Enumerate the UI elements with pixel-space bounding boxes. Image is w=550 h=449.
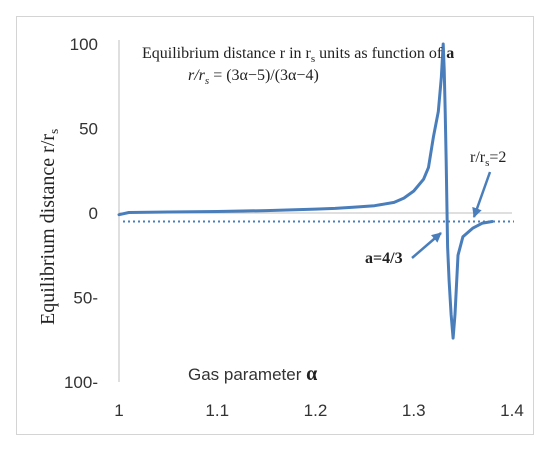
- x-tick-labels: 1 1.1 1.2 1.3 1.4: [114, 401, 524, 420]
- series-line: [117, 42, 494, 340]
- x-tick-label: 1.1: [205, 401, 229, 420]
- chart-title-line1: Equilibrium distance r in rs units as fu…: [142, 45, 454, 65]
- annotation-r-rs-2: r/rs=2: [470, 149, 506, 169]
- annotation-arrow-r-rs-2: [472, 171, 492, 218]
- x-tick-label: 1.4: [500, 401, 524, 420]
- y-tick-label: 50: [79, 120, 98, 139]
- chart-title-line2: r/rs = (3α−5)/(3α−4): [188, 67, 319, 87]
- x-tick-label: 1.2: [304, 401, 328, 420]
- annotation-arrow-a-4-3: [411, 232, 442, 259]
- x-tick-label: 1: [114, 401, 123, 420]
- y-axis-label: Equilibrium distance r/rs: [37, 129, 61, 325]
- y-tick-label: 100-: [64, 373, 98, 392]
- y-tick-label: 0: [89, 204, 98, 223]
- y-tick-labels: 100 50 0 50- 100-: [64, 35, 98, 392]
- annotation-a-4-3: a=4/3: [365, 250, 403, 267]
- y-tick-label: 100: [70, 35, 98, 54]
- x-tick-label: 1.3: [402, 401, 426, 420]
- y-tick-label: 50-: [73, 289, 98, 308]
- x-axis-label: Gas parameter α: [188, 363, 317, 385]
